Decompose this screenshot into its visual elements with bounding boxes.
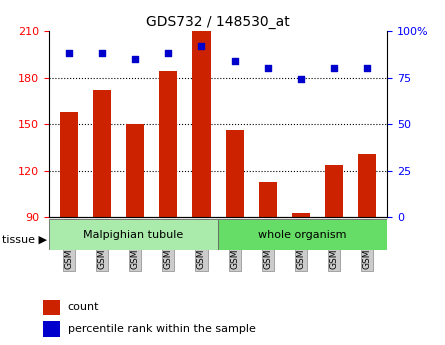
Point xyxy=(198,43,205,49)
Text: count: count xyxy=(68,302,99,312)
Point xyxy=(364,66,371,71)
Point xyxy=(264,66,271,71)
Bar xyxy=(159,71,178,217)
Text: Malpighian tubule: Malpighian tubule xyxy=(83,230,184,239)
Bar xyxy=(292,213,310,217)
Point xyxy=(331,66,338,71)
Point xyxy=(65,51,73,56)
Point xyxy=(231,58,238,63)
Text: tissue ▶: tissue ▶ xyxy=(2,235,47,245)
Bar xyxy=(226,130,244,217)
Text: whole organism: whole organism xyxy=(259,230,347,239)
Bar xyxy=(43,321,60,337)
Point xyxy=(98,51,105,56)
Bar xyxy=(325,165,343,217)
Bar xyxy=(43,299,60,315)
Point xyxy=(297,77,304,82)
Bar xyxy=(259,182,277,217)
Point xyxy=(132,56,139,62)
Bar xyxy=(126,124,144,217)
Point xyxy=(165,51,172,56)
Bar xyxy=(192,31,210,217)
Bar xyxy=(49,219,218,250)
Bar xyxy=(60,112,78,217)
Title: GDS732 / 148530_at: GDS732 / 148530_at xyxy=(146,14,290,29)
Bar xyxy=(93,90,111,217)
Text: percentile rank within the sample: percentile rank within the sample xyxy=(68,324,255,334)
Bar xyxy=(218,219,387,250)
Bar xyxy=(358,154,376,217)
